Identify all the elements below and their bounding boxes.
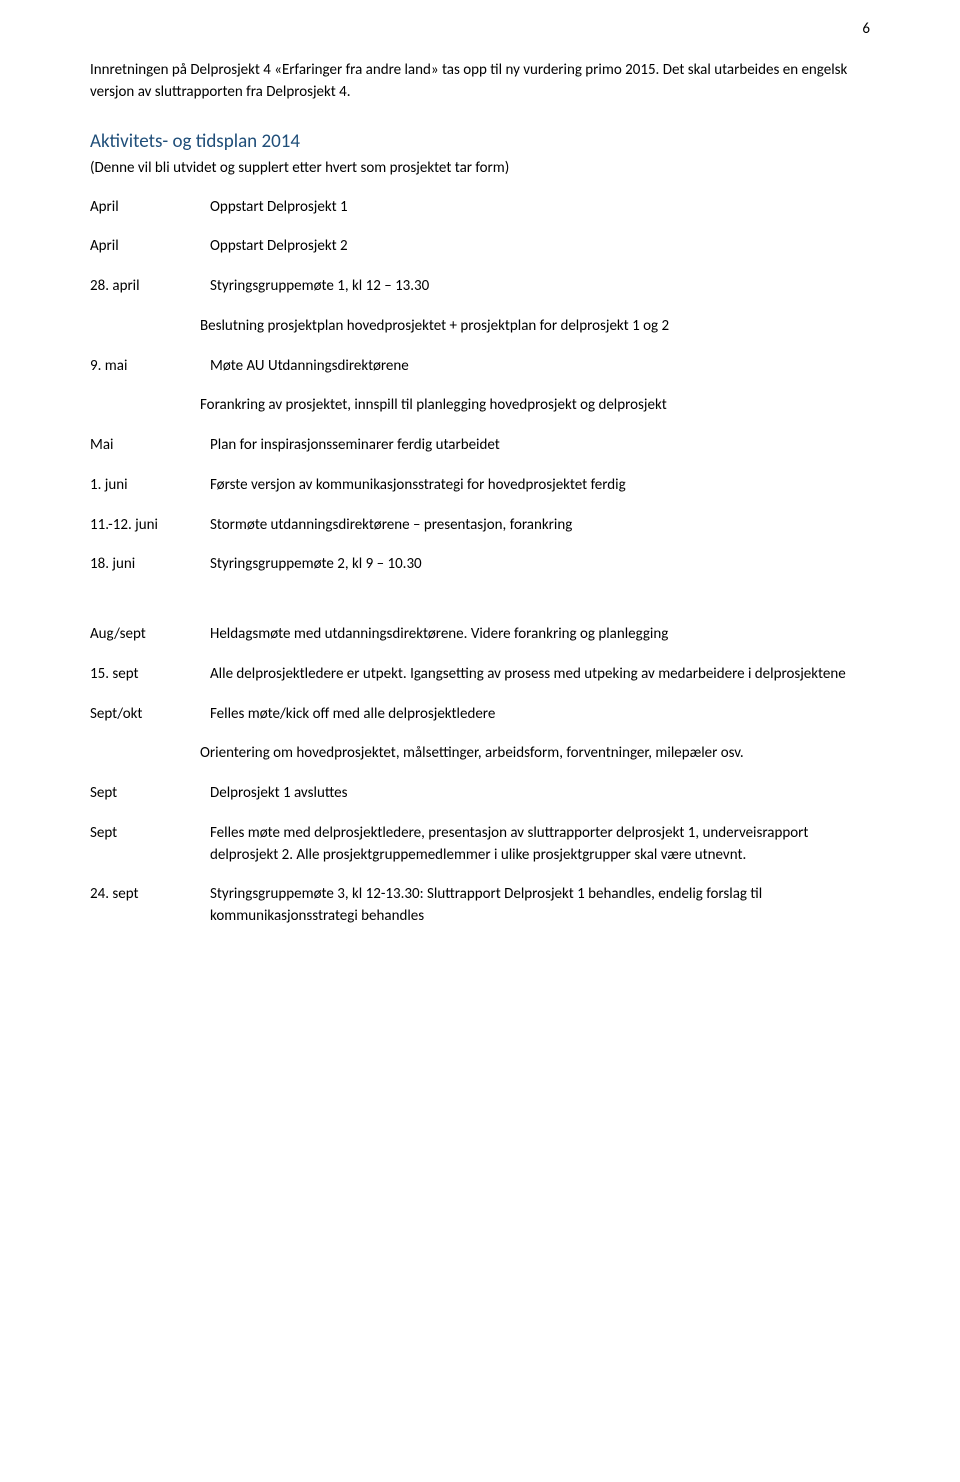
schedule-row: Sept Delprosjekt 1 avsluttes (90, 783, 870, 805)
schedule-desc: Delprosjekt 1 avsluttes (210, 783, 870, 805)
schedule-date: 11.-12. juni (90, 515, 210, 537)
schedule-row: Mai Plan for inspirasjonsseminarer ferdi… (90, 435, 870, 457)
schedule-desc: Møte AU Utdanningsdirektørene (210, 356, 870, 378)
schedule-date: April (90, 197, 210, 219)
schedule-desc: Styringsgruppemøte 1, kl 12 – 13.30 (210, 276, 870, 298)
schedule-row: Sept/okt Felles møte/kick off med alle d… (90, 704, 870, 726)
schedule-row: 24. sept Styringsgruppemøte 3, kl 12-13.… (90, 884, 870, 928)
schedule-desc: Felles møte med delprosjektledere, prese… (210, 823, 870, 867)
schedule-desc: Felles møte/kick off med alle delprosjek… (210, 704, 870, 726)
schedule-row: Aug/sept Heldagsmøte med utdanningsdirek… (90, 624, 870, 646)
schedule-date: 28. april (90, 276, 210, 298)
schedule-row: 11.-12. juni Stormøte utdanningsdirektør… (90, 515, 870, 537)
schedule-desc: Styringsgruppemøte 3, kl 12-13.30: Slutt… (210, 884, 870, 928)
document-page: 6 Innretningen på Delprosjekt 4 «Erfarin… (0, 0, 960, 996)
schedule-date: 24. sept (90, 884, 210, 906)
schedule-desc: Første versjon av kommunikasjonsstrategi… (210, 475, 870, 497)
schedule-note: Forankring av prosjektet, innspill til p… (200, 395, 870, 417)
schedule-row: 15. sept Alle delprosjektledere er utpek… (90, 664, 870, 686)
schedule-row: 28. april Styringsgruppemøte 1, kl 12 – … (90, 276, 870, 298)
schedule-row: Sept Felles møte med delprosjektledere, … (90, 823, 870, 867)
schedule-note: Orientering om hovedprosjektet, målsetti… (200, 743, 870, 765)
schedule-desc: Oppstart Delprosjekt 2 (210, 236, 870, 258)
schedule-date: 1. juni (90, 475, 210, 497)
schedule-date: Sept/okt (90, 704, 210, 726)
schedule-note: Beslutning prosjektplan hovedprosjektet … (200, 316, 870, 338)
page-number: 6 (862, 20, 870, 38)
intro-paragraph: Innretningen på Delprosjekt 4 «Erfaringe… (90, 60, 870, 104)
section-heading: Aktivitets- og tidsplan 2014 (90, 130, 870, 153)
schedule-desc: Oppstart Delprosjekt 1 (210, 197, 870, 219)
schedule-date: April (90, 236, 210, 258)
schedule-row: 18. juni Styringsgruppemøte 2, kl 9 – 10… (90, 554, 870, 576)
schedule-date: 15. sept (90, 664, 210, 686)
schedule-row: April Oppstart Delprosjekt 1 (90, 197, 870, 219)
schedule-date: Sept (90, 823, 210, 845)
schedule-row: 1. juni Første versjon av kommunikasjons… (90, 475, 870, 497)
schedule-desc: Heldagsmøte med utdanningsdirektørene. V… (210, 624, 870, 646)
schedule-row: April Oppstart Delprosjekt 2 (90, 236, 870, 258)
section-sub: (Denne vil bli utvidet og supplert etter… (90, 159, 870, 177)
schedule-date: 18. juni (90, 554, 210, 576)
schedule-date: 9. mai (90, 356, 210, 378)
schedule-block: April Oppstart Delprosjekt 1 April Oppst… (90, 197, 870, 928)
schedule-gap (90, 594, 870, 624)
schedule-date: Sept (90, 783, 210, 805)
schedule-row: 9. mai Møte AU Utdanningsdirektørene (90, 356, 870, 378)
schedule-date: Mai (90, 435, 210, 457)
schedule-desc: Plan for inspirasjonsseminarer ferdig ut… (210, 435, 870, 457)
schedule-desc: Alle delprosjektledere er utpekt. Igangs… (210, 664, 870, 686)
schedule-desc: Styringsgruppemøte 2, kl 9 – 10.30 (210, 554, 870, 576)
schedule-desc: Stormøte utdanningsdirektørene – present… (210, 515, 870, 537)
schedule-date: Aug/sept (90, 624, 210, 646)
